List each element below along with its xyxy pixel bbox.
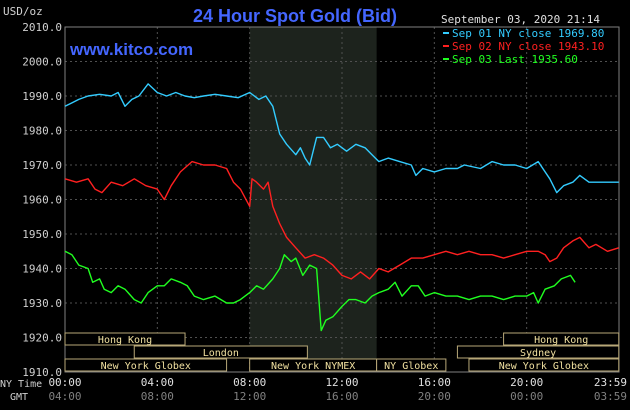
session-bar: New York NYMEX — [249, 358, 378, 372]
session-bar-box — [64, 332, 186, 346]
y-tick-label: 1950.0 — [22, 228, 62, 241]
series-line-sep-02 — [64, 160, 620, 280]
y-tick-label: 1910.0 — [22, 366, 62, 379]
plot-frame — [64, 26, 620, 373]
y-tick-label: 1960.0 — [22, 194, 62, 207]
session-bar-box — [133, 345, 308, 359]
session-bar: New York Globex — [64, 358, 228, 372]
session-bar-box — [468, 358, 620, 372]
legend-label: Sep 02 NY close 1943.10 — [452, 40, 604, 53]
session-bar-label: New York Globex — [499, 361, 589, 372]
x-tick-label-gmt: 20:00 — [418, 390, 451, 403]
session-bar: London — [133, 345, 308, 359]
session-bar-label: New York NYMEX — [271, 361, 355, 372]
y-tick-label: 1980.0 — [22, 125, 62, 138]
session-bar-label: Sydney — [520, 348, 556, 359]
legend-label: Sep 03 Last 1935.60 — [452, 53, 578, 66]
session-bar-label: Hong Kong — [98, 335, 152, 346]
y-axis-ticks: 2010.0 2000.0 1990.0 1980.0 1970.0 1960.0 1950… — [22, 21, 62, 379]
session-bar: Sydney — [456, 345, 620, 359]
session-bar-box — [376, 358, 447, 372]
series-line-sep-03 — [64, 250, 576, 332]
x-tick-label-ny: 20:00 — [510, 376, 543, 389]
ny-time-row-label: NY Time — [0, 379, 42, 390]
x-tick-label-gmt: 03:59 — [594, 390, 627, 403]
legend-label: Sep 01 NY close 1969.80 — [452, 27, 604, 40]
nymex-session-highlight — [249, 27, 377, 372]
x-tick-label-ny: 23:59 — [594, 376, 627, 389]
price-series — [64, 83, 620, 332]
y-tick-label: 1990.0 — [22, 90, 62, 103]
session-bar-box — [64, 358, 228, 372]
x-axis-ticks: 00:00 04:00 08:00 12:00 16:00 20:00 23:5904:00… — [48, 376, 627, 403]
y-tick-label: 2000.0 — [22, 56, 62, 69]
x-tick-label-ny: 16:00 — [418, 376, 451, 389]
x-tick-label-gmt: 16:00 — [325, 390, 358, 403]
session-bar: New York Globex — [468, 358, 620, 372]
x-tick-label-ny: 04:00 — [141, 376, 174, 389]
y-tick-label: 1920.0 — [22, 332, 62, 345]
trading-sessions: Hong Kong Hong Kong London Sydney New York G… — [64, 332, 620, 372]
x-tick-label-gmt: 04:00 — [48, 390, 81, 403]
session-bar: Hong Kong — [503, 332, 620, 346]
session-bar: Hong Kong — [64, 332, 186, 346]
y-tick-label: 1940.0 — [22, 263, 62, 276]
session-bar-label: London — [203, 348, 239, 359]
y-tick-label: 1930.0 — [22, 297, 62, 310]
x-tick-label-ny: 08:00 — [233, 376, 266, 389]
x-tick-label-ny: 00:00 — [48, 376, 81, 389]
session-bar-box — [503, 332, 620, 346]
session-bar-box — [456, 345, 620, 359]
y-tick-label: 1970.0 — [22, 159, 62, 172]
session-bar-label: Hong Kong — [534, 335, 588, 346]
x-tick-label-ny: 12:00 — [325, 376, 358, 389]
session-bar: NY Globex — [376, 358, 447, 372]
series-line-sep-01 — [64, 83, 619, 194]
chart-title: 24 Hour Spot Gold (Bid) — [193, 6, 397, 26]
y-tick-label: 2010.0 — [22, 21, 62, 34]
session-bar-label: NY Globex — [384, 361, 438, 372]
chart-datetime: September 03, 2020 21:14 — [441, 13, 600, 26]
session-bar-label: New York Globex — [101, 361, 191, 372]
y-axis-label: USD/oz — [3, 5, 43, 18]
watermark: www.kitco.com — [69, 40, 193, 59]
x-tick-label-gmt: 08:00 — [141, 390, 174, 403]
x-tick-label-gmt: 00:00 — [510, 390, 543, 403]
x-tick-label-gmt: 12:00 — [233, 390, 266, 403]
gmt-row-label: GMT — [10, 392, 28, 403]
